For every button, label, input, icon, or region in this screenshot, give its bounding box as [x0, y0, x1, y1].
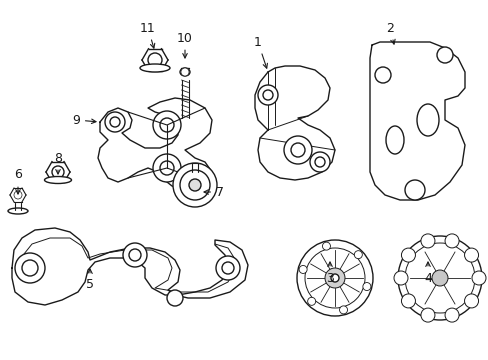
- Circle shape: [401, 294, 415, 308]
- Circle shape: [14, 191, 22, 199]
- Circle shape: [153, 111, 181, 139]
- Circle shape: [374, 67, 390, 83]
- Circle shape: [307, 297, 315, 305]
- Circle shape: [436, 47, 452, 63]
- Circle shape: [129, 249, 141, 261]
- Circle shape: [325, 268, 345, 288]
- Circle shape: [216, 256, 240, 280]
- Circle shape: [15, 253, 45, 283]
- Text: 4: 4: [423, 262, 431, 284]
- Circle shape: [153, 154, 181, 182]
- Circle shape: [444, 234, 458, 248]
- Ellipse shape: [180, 68, 190, 76]
- Circle shape: [322, 242, 330, 250]
- Circle shape: [160, 161, 174, 175]
- Circle shape: [420, 234, 434, 248]
- Circle shape: [404, 243, 474, 313]
- Circle shape: [404, 180, 424, 200]
- Text: 9: 9: [72, 113, 96, 126]
- Circle shape: [339, 306, 347, 314]
- Circle shape: [464, 294, 478, 308]
- Text: 5: 5: [86, 269, 94, 292]
- Text: 1: 1: [254, 36, 267, 68]
- Circle shape: [296, 240, 372, 316]
- Circle shape: [167, 290, 183, 306]
- Ellipse shape: [416, 104, 438, 136]
- Circle shape: [471, 271, 485, 285]
- Circle shape: [420, 308, 434, 322]
- Ellipse shape: [8, 208, 28, 214]
- Circle shape: [299, 265, 306, 274]
- Circle shape: [401, 248, 415, 262]
- Circle shape: [160, 118, 174, 132]
- Ellipse shape: [385, 126, 403, 154]
- Circle shape: [309, 152, 329, 172]
- Ellipse shape: [140, 64, 170, 72]
- Circle shape: [290, 143, 305, 157]
- Circle shape: [110, 117, 120, 127]
- Circle shape: [123, 243, 147, 267]
- Circle shape: [181, 68, 189, 76]
- Circle shape: [393, 271, 407, 285]
- Circle shape: [222, 262, 234, 274]
- Text: 2: 2: [385, 22, 394, 44]
- Circle shape: [464, 248, 478, 262]
- Circle shape: [263, 90, 272, 100]
- Text: 3: 3: [325, 262, 333, 284]
- Circle shape: [397, 236, 481, 320]
- Circle shape: [173, 163, 217, 207]
- Ellipse shape: [44, 176, 71, 184]
- Circle shape: [258, 85, 278, 105]
- Circle shape: [52, 166, 64, 178]
- Circle shape: [180, 170, 209, 200]
- Circle shape: [22, 260, 38, 276]
- Circle shape: [330, 274, 338, 282]
- Text: 8: 8: [54, 152, 62, 174]
- Circle shape: [362, 283, 370, 291]
- Text: 11: 11: [140, 22, 156, 48]
- Text: 7: 7: [203, 185, 224, 198]
- Text: 10: 10: [177, 31, 193, 58]
- Circle shape: [105, 112, 125, 132]
- Circle shape: [148, 53, 162, 67]
- Circle shape: [444, 308, 458, 322]
- Circle shape: [431, 270, 447, 286]
- Circle shape: [314, 157, 325, 167]
- Circle shape: [189, 179, 201, 191]
- Circle shape: [305, 248, 364, 308]
- Circle shape: [354, 251, 362, 259]
- Text: 6: 6: [14, 168, 22, 194]
- Circle shape: [284, 136, 311, 164]
